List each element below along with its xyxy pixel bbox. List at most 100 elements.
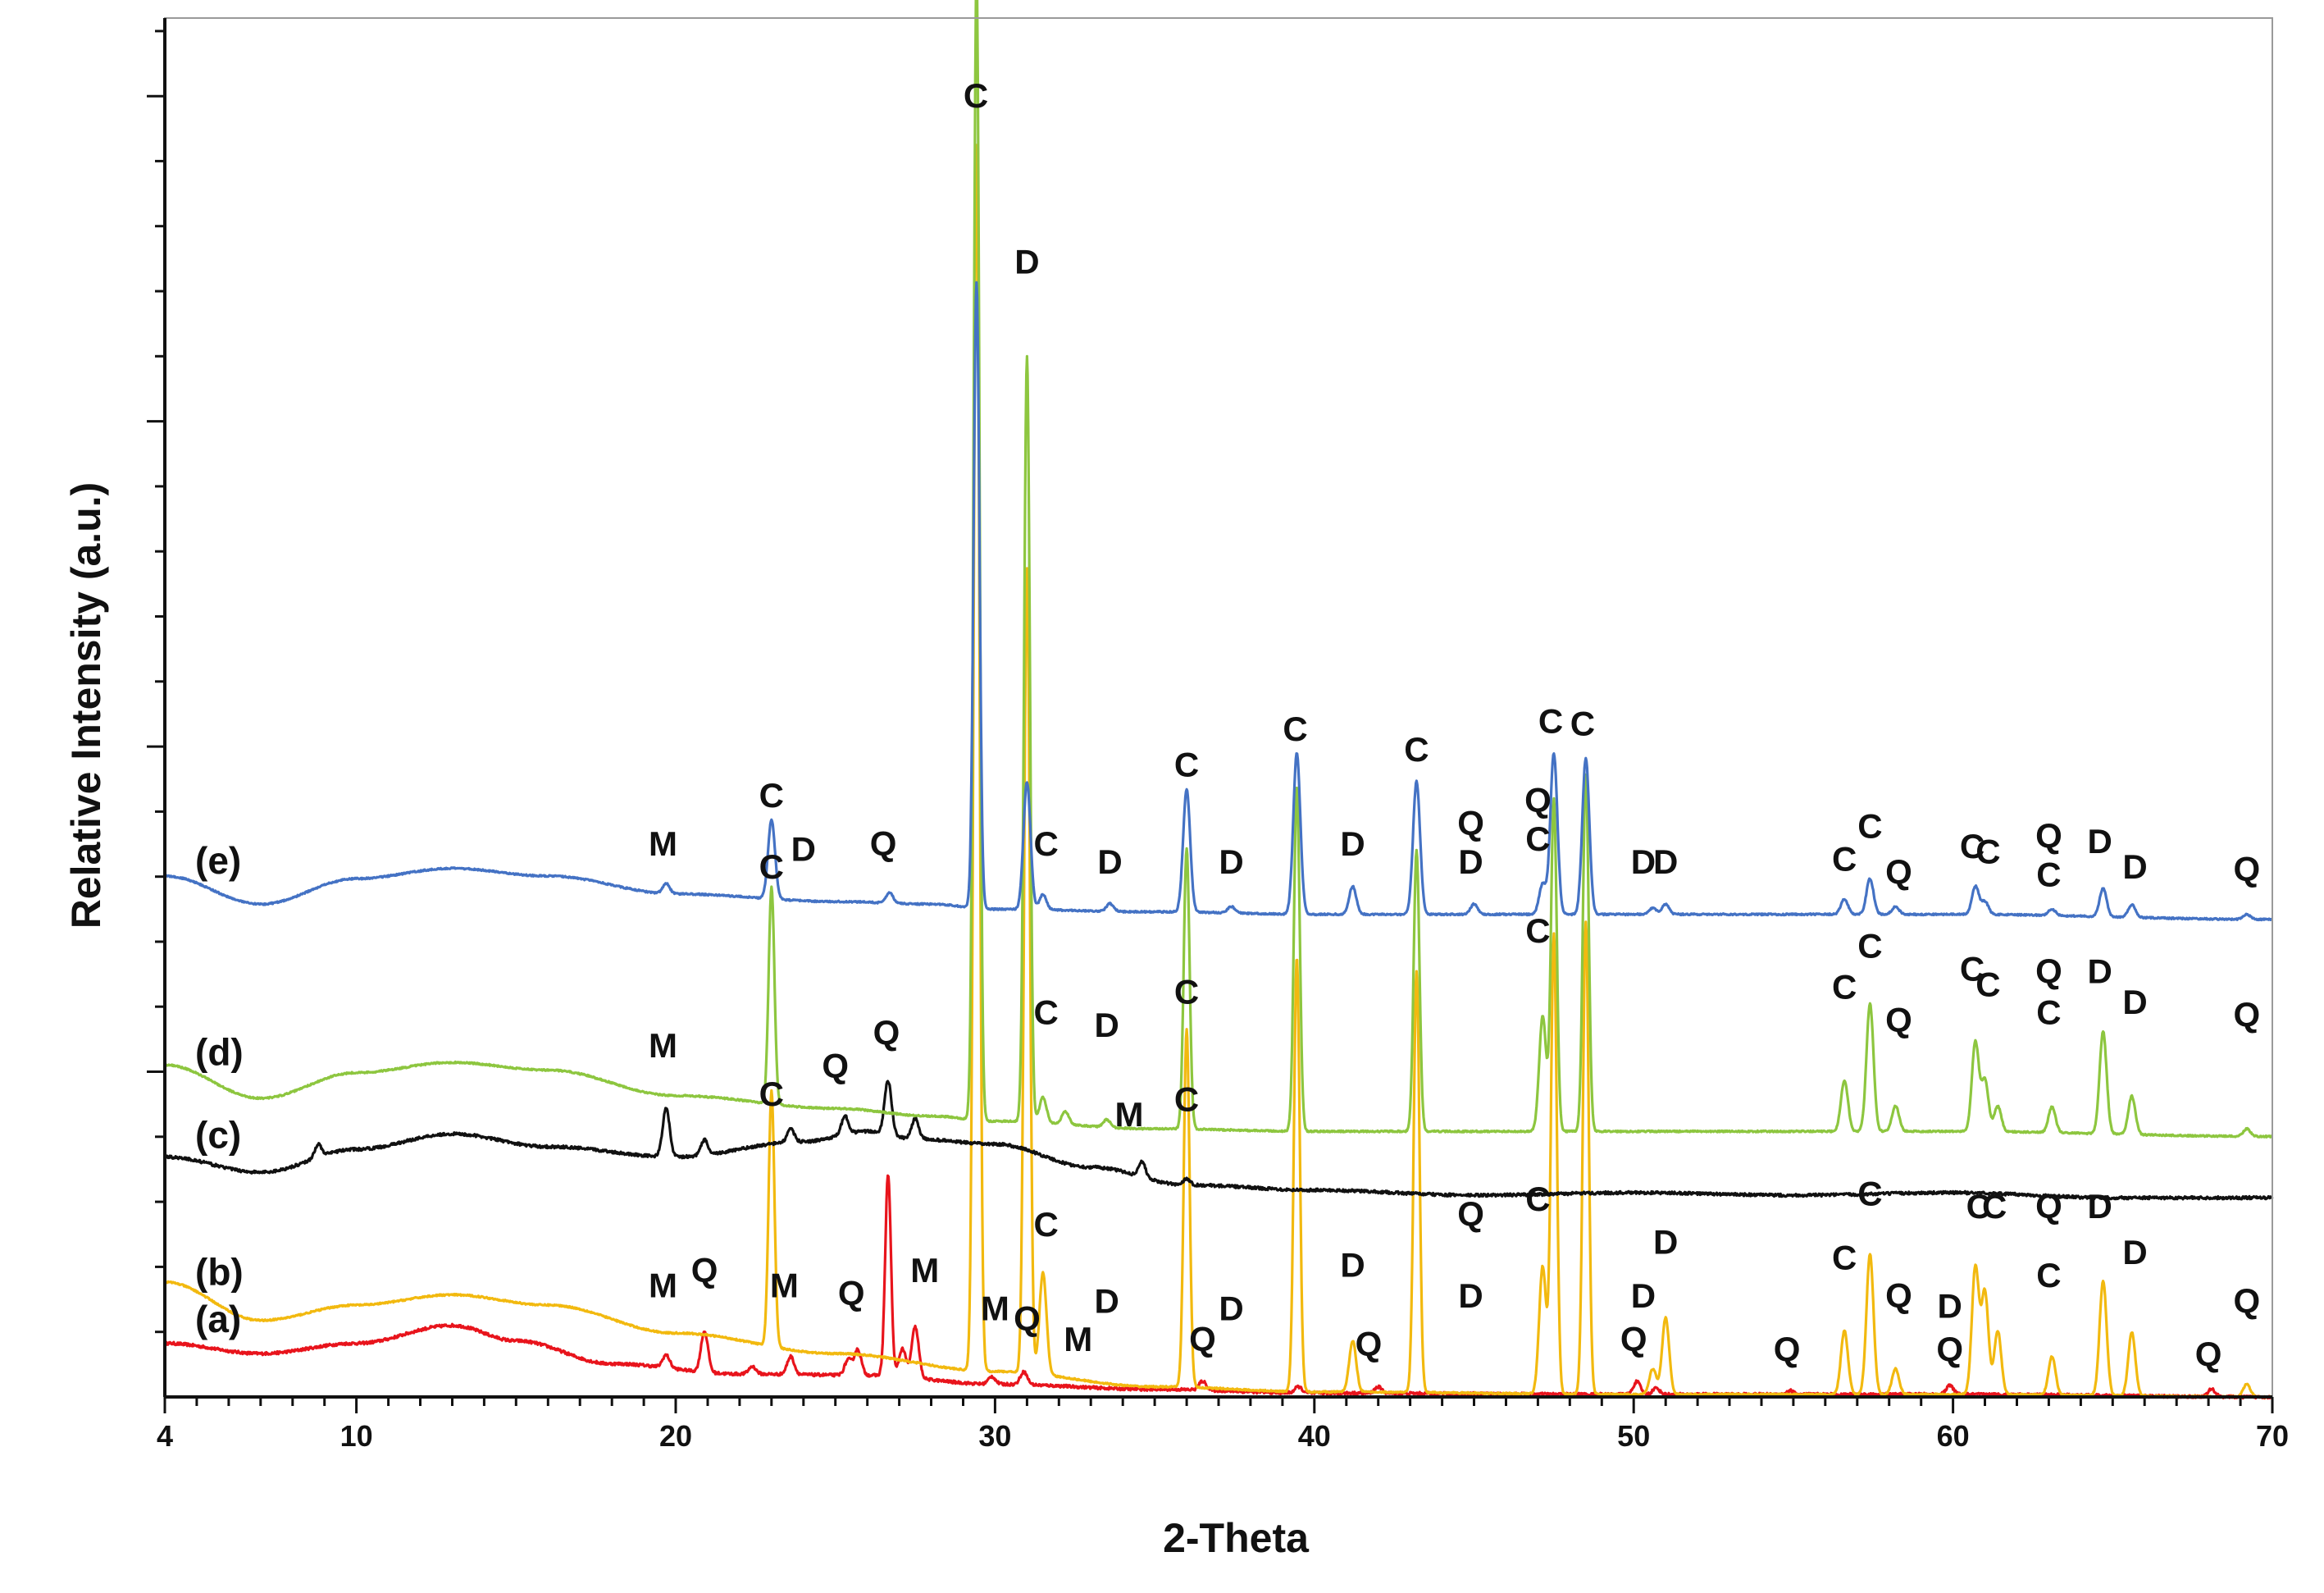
peak-label: Q (2233, 996, 2260, 1034)
x-tick-label: 30 (978, 1419, 1011, 1453)
peak-label: C (1034, 993, 1059, 1032)
peak-label: D (1219, 842, 1243, 881)
peak-label: D (1653, 842, 1678, 881)
peak-label: Q (1936, 1330, 1963, 1368)
peak-label: C (1525, 819, 1550, 858)
x-tick-label: 10 (340, 1419, 373, 1453)
peak-label: D (1631, 842, 1656, 881)
peak-label: D (2088, 1187, 2112, 1226)
peak-label: D (1097, 842, 1122, 881)
trace-label-b: (b) (195, 1250, 244, 1293)
peak-label: M (649, 1026, 677, 1065)
peak-label: Q (2233, 850, 2260, 888)
peak-label: C (759, 847, 784, 886)
peak-label: D (2122, 983, 2147, 1021)
peak-label: M (649, 824, 677, 863)
trace-d (163, 0, 2273, 1139)
peak-label: C (2036, 855, 2061, 893)
peak-label: Q (2195, 1335, 2222, 1374)
peak-label: Q (873, 1013, 900, 1052)
peak-label: M (1064, 1320, 1092, 1358)
x-tick-label: 70 (2256, 1419, 2289, 1453)
peak-label: D (1458, 1276, 1483, 1315)
peak-label: Q (1457, 804, 1484, 842)
peak-label: Q (2035, 1187, 2062, 1226)
peak-label: Q (1620, 1320, 1647, 1358)
peak-label: Q (822, 1047, 849, 1085)
peak-label: C (1832, 840, 1857, 879)
peak-label: D (791, 829, 816, 868)
peak-label: C (1857, 1175, 1882, 1213)
peak-label: Q (870, 824, 897, 863)
peak-label: D (2088, 952, 2112, 991)
axes: 4 10 20 30 40 50 60 70 (147, 17, 2289, 1453)
peak-label: Q (1014, 1299, 1041, 1338)
peak-label: C (1832, 967, 1857, 1006)
peak-label: C (1857, 806, 1882, 845)
peak-label: C (2036, 993, 2061, 1032)
peak-label: Q (1189, 1320, 1216, 1358)
peak-label: C (1857, 927, 1882, 965)
peak-label: Q (1524, 781, 1552, 819)
peak-label: D (1095, 1281, 1119, 1320)
peak-label: C (1525, 1180, 1550, 1218)
peak-label: C (2036, 1256, 2061, 1294)
peak-label: C (1960, 950, 1985, 988)
peak-label: D (1938, 1287, 1962, 1326)
trace-label-e: (e) (195, 839, 241, 882)
peak-label: D (1095, 1006, 1119, 1044)
peak-label: C (1034, 1205, 1059, 1244)
peak-label: D (1014, 242, 1039, 281)
peak-label: Q (2035, 817, 2062, 856)
trace-c (163, 1079, 2274, 1201)
peak-label: C (1570, 705, 1595, 743)
peak-label: C (1832, 1238, 1857, 1276)
peak-label: D (1219, 1289, 1243, 1328)
peak-label: Q (691, 1251, 718, 1289)
peak-label: C (964, 76, 988, 115)
x-tick-label: 4 (157, 1419, 173, 1453)
peak-label: D (2088, 822, 2112, 860)
peak-label: C (1404, 730, 1429, 769)
peak-label: C (1034, 824, 1059, 863)
peak-label: Q (2233, 1281, 2260, 1320)
peak-label: Q (1774, 1330, 1801, 1368)
peak-label: D (2122, 847, 2147, 886)
peak-label: Q (1356, 1325, 1383, 1363)
peak-label: C (1960, 827, 1985, 865)
peak-label: M (1115, 1095, 1144, 1134)
peak-label: D (1631, 1276, 1656, 1315)
peak-label: C (1283, 710, 1307, 748)
xrd-traces (163, 0, 2274, 1400)
peak-label: C (1174, 1079, 1199, 1118)
trace-b (164, 144, 2274, 1399)
peak-label: D (1340, 824, 1365, 863)
peak-label: M (910, 1251, 939, 1289)
peak-label: C (1975, 832, 2000, 870)
peak-label: C (1975, 965, 2000, 1003)
peak-label: Q (1885, 852, 1912, 891)
trace-label-d: (d) (195, 1031, 244, 1074)
peak-label: D (1458, 842, 1483, 881)
peak-label: D (1340, 1246, 1365, 1285)
peak-label: D (2122, 1233, 2147, 1271)
peak-label: Q (1457, 1194, 1484, 1233)
x-tick-label: 20 (659, 1419, 692, 1453)
x-axis-title: 2-Theta (1163, 1515, 1310, 1561)
peak-label: Q (838, 1274, 865, 1312)
peak-label: C (1982, 1187, 2007, 1226)
peak-label: M (981, 1289, 1009, 1328)
peak-label: C (1538, 702, 1563, 741)
peak-label: M (770, 1267, 799, 1305)
trace-label-c: (c) (195, 1114, 241, 1157)
peak-label: M (649, 1267, 677, 1305)
x-tick-label: 60 (1937, 1419, 1970, 1453)
peak-label: C (1966, 1187, 1991, 1226)
peak-label: C (1525, 911, 1550, 950)
peak-label: C (759, 776, 784, 815)
peak-label: C (759, 1075, 784, 1113)
peak-label: D (1653, 1223, 1678, 1262)
peak-label: C (1174, 973, 1199, 1011)
